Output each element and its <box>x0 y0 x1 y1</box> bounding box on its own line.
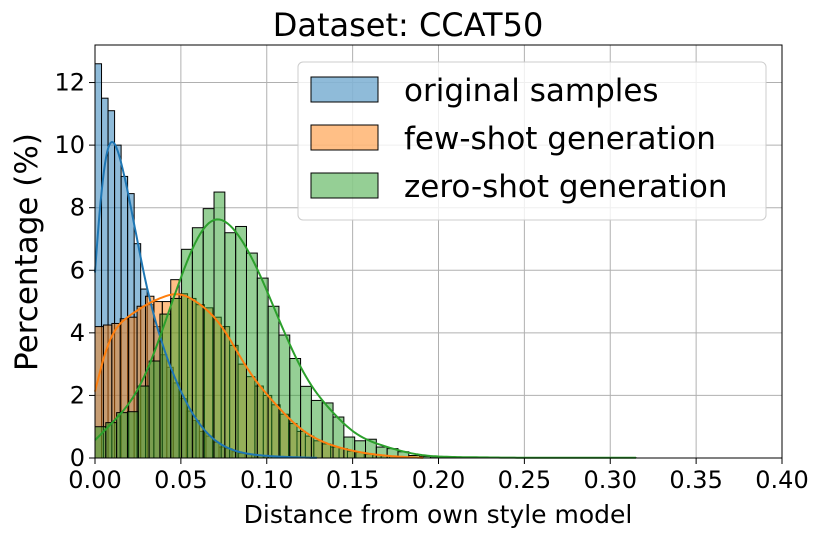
legend-box <box>297 61 767 221</box>
legend-label: original samples <box>404 73 659 109</box>
histogram-bar <box>343 436 356 459</box>
histogram-bar <box>159 313 172 459</box>
series-2-bars <box>94 191 637 459</box>
histogram-bar <box>289 358 302 459</box>
histogram-bars <box>94 63 637 459</box>
kde-curve <box>94 293 424 459</box>
chart-title: Dataset: CCAT50 <box>273 6 544 44</box>
y-tick-label: 10 <box>54 131 85 159</box>
histogram-bar <box>148 360 161 459</box>
x-tick-label: 0.20 <box>412 466 465 494</box>
x-tick-label: 0.30 <box>584 466 637 494</box>
histogram-bar <box>267 305 280 459</box>
x-tick-label: 0.05 <box>154 466 207 494</box>
histogram-bar <box>137 385 150 459</box>
histogram-bar <box>245 252 258 459</box>
histogram-bar <box>181 248 193 459</box>
histogram-bar <box>191 227 204 459</box>
x-tick-label: 0.40 <box>755 466 808 494</box>
y-axis-label: Percentage (%) <box>9 133 45 371</box>
y-tick-label: 6 <box>70 256 85 284</box>
legend-swatch <box>310 172 379 199</box>
legend-label: few-shot generation <box>404 121 716 157</box>
y-tick-label: 4 <box>70 319 85 347</box>
y-axis-ticks: 0 2 4 6 8 10 12 <box>54 69 95 472</box>
histogram-bar <box>235 225 247 459</box>
legend-swatch <box>310 76 379 103</box>
histogram-bar <box>202 208 215 459</box>
x-axis-ticks: 0.00 0.05 0.10 0.15 0.20 0.25 0.30 0.35 0.40 <box>68 458 809 494</box>
x-tick-label: 0.25 <box>498 466 551 494</box>
y-tick-label: 0 <box>70 444 85 472</box>
histogram-bar <box>310 399 323 459</box>
histogram-bar <box>256 277 269 459</box>
legend-swatch <box>310 124 379 151</box>
x-axis-label: Distance from own style model <box>244 500 633 529</box>
histogram-bar <box>126 411 139 459</box>
x-tick-label: 0.15 <box>326 466 379 494</box>
y-tick-label: 8 <box>70 194 85 222</box>
histogram-bar <box>116 412 128 459</box>
x-tick-label: 0.10 <box>240 466 293 494</box>
x-tick-label: 0.35 <box>669 466 722 494</box>
histogram-bar <box>354 440 367 459</box>
y-tick-label: 12 <box>54 69 85 97</box>
kde-curve <box>94 141 317 459</box>
legend-label: zero-shot generation <box>404 169 728 205</box>
x-tick-label: 0.00 <box>68 466 121 494</box>
y-tick-label: 2 <box>70 381 85 409</box>
histogram-bar <box>278 334 291 459</box>
histogram-bar <box>300 385 312 459</box>
legend: original samples few-shot generation zero-… <box>297 61 767 221</box>
